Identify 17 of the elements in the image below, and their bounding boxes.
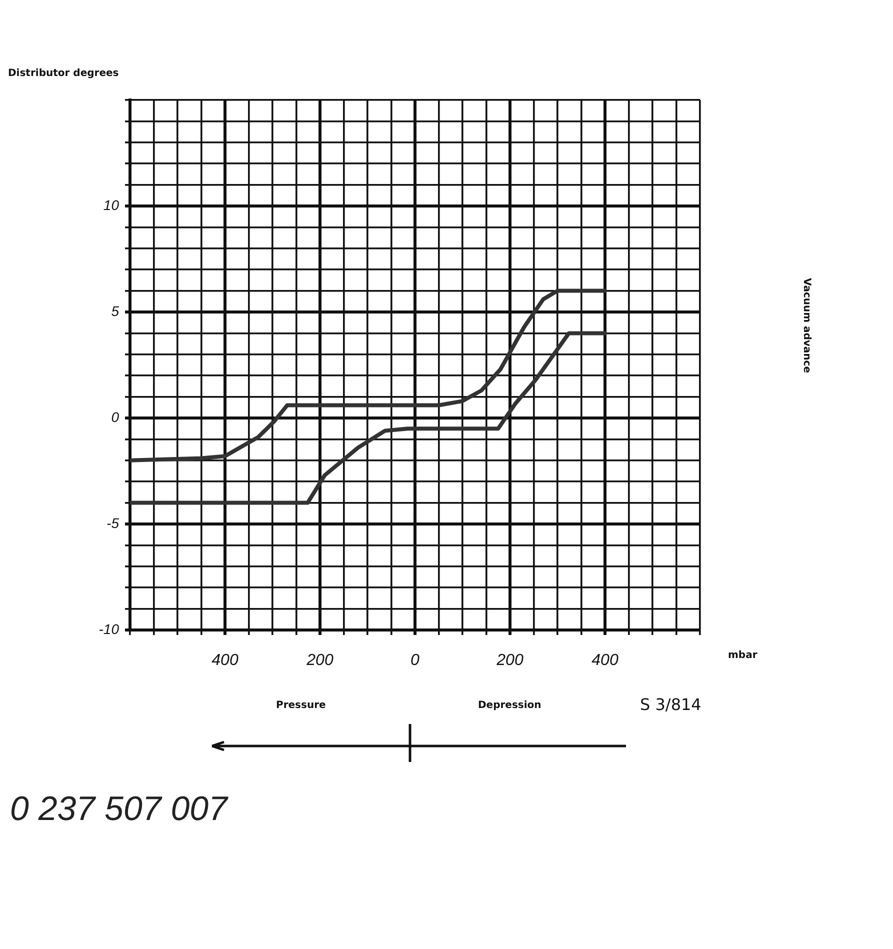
x-axis-title: mbar (728, 650, 758, 661)
text: Depression (478, 700, 542, 711)
x-tick-label: 0 (410, 652, 420, 670)
y-tick-label: 10 (103, 196, 120, 213)
x-tick-label: 200 (306, 652, 334, 670)
x-tick-label: 200 (496, 652, 524, 670)
text: Pressure (276, 700, 326, 711)
y-axis-title: Distributor degrees (8, 68, 119, 79)
x-tick-label: 400 (592, 652, 618, 670)
y-tick-label: -5 (106, 514, 120, 531)
y-tick-label: 5 (111, 302, 120, 319)
text: S 3/814 (640, 695, 702, 714)
text: Vacuum advance (801, 278, 812, 374)
text: 0 237 507 007 (10, 790, 228, 829)
y-tick-label: 0 (111, 408, 120, 425)
x-tick-label: 400 (212, 652, 238, 670)
y-tick-label: -10 (98, 620, 120, 637)
